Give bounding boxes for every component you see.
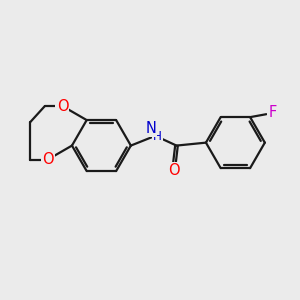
Text: H: H [153, 130, 162, 143]
Text: O: O [168, 163, 179, 178]
Text: O: O [57, 99, 68, 114]
Text: F: F [269, 105, 277, 120]
Text: O: O [42, 152, 54, 167]
Text: N: N [145, 121, 156, 136]
